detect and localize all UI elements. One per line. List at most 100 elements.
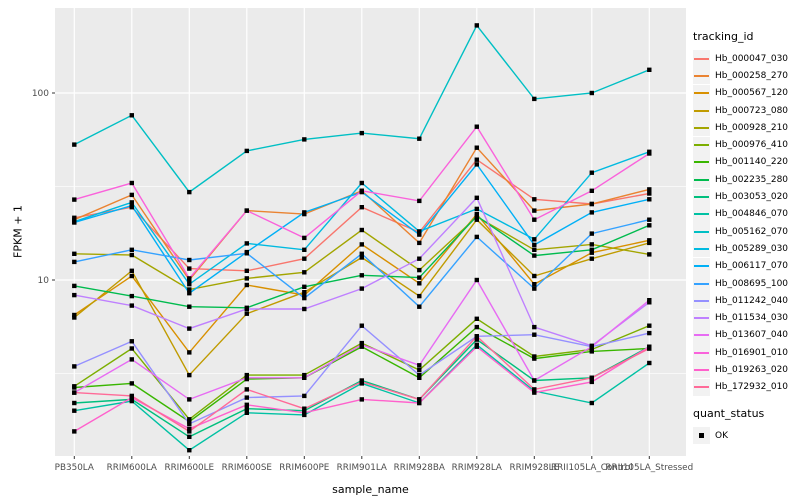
data-point (647, 238, 652, 243)
x-axis-title: sample_name (332, 483, 409, 496)
series-color-swatch (694, 213, 709, 216)
data-point (647, 298, 652, 303)
legend-key-line-icon (693, 50, 710, 68)
data-point (72, 251, 77, 256)
x-tick-label: RRIM928LA (452, 463, 502, 473)
data-point (72, 259, 77, 265)
data-point (72, 142, 77, 147)
data-point (187, 448, 192, 453)
data-point (244, 372, 249, 378)
data-point (244, 395, 249, 400)
x-tick-label: RRIM600LE (164, 463, 214, 473)
quant-status-legend: quant_status OK (693, 406, 799, 445)
data-point (302, 372, 307, 378)
data-point (417, 232, 422, 237)
data-point (647, 197, 652, 202)
data-point (244, 375, 249, 380)
series-color-swatch (694, 386, 709, 389)
data-point (72, 283, 77, 289)
data-point (187, 304, 192, 309)
data-point (532, 387, 537, 392)
data-point (589, 170, 594, 175)
x-tick-label: RRIM600SE (222, 463, 272, 473)
data-point (359, 379, 364, 385)
data-point (589, 379, 594, 385)
legend-item: Hb_011534_030 (693, 309, 799, 327)
data-point (647, 240, 652, 246)
data-point (187, 419, 192, 424)
legend-label: Hb_172932_010 (715, 382, 789, 393)
data-point (532, 208, 537, 213)
series-color-swatch (694, 247, 709, 250)
data-point (244, 402, 249, 407)
data-point (417, 367, 422, 373)
data-point (359, 227, 364, 233)
data-point (359, 286, 364, 291)
data-point (302, 235, 307, 241)
data-point (302, 292, 307, 298)
legend-title-quant-status: quant_status (693, 406, 765, 420)
data-point (187, 282, 192, 287)
data-point (72, 220, 77, 225)
legend-key-line-icon (693, 205, 710, 223)
data-point (129, 398, 134, 404)
x-tick-label: RRIM600PE (279, 463, 329, 473)
legend-key-line-icon (693, 119, 710, 137)
data-point (129, 192, 134, 198)
data-point (129, 293, 134, 299)
legend-key-line-icon (693, 378, 710, 396)
data-point (647, 252, 652, 257)
legend-item: Hb_008695_100 (693, 275, 799, 292)
legend-item: Hb_000567_120 (693, 84, 799, 102)
legend-label: Hb_005289_030 (715, 243, 789, 254)
data-point (187, 326, 192, 331)
legend-label: Hb_005162_070 (715, 226, 789, 237)
data-point (359, 342, 364, 347)
data-point (302, 306, 307, 312)
data-point (129, 393, 134, 399)
data-point (129, 268, 134, 273)
legend-key-line-icon (693, 326, 710, 344)
data-point (589, 375, 594, 380)
series-color-swatch (694, 161, 709, 164)
legend-label: Hb_001140_220 (715, 157, 789, 168)
series-color-swatch (694, 334, 709, 337)
data-point (647, 67, 652, 72)
data-point (129, 203, 134, 208)
data-point (244, 251, 249, 256)
data-point (302, 290, 307, 295)
x-tick-label: PB350LA (55, 463, 94, 473)
legend-key-line-icon (693, 223, 710, 241)
data-point (302, 284, 307, 289)
series-color-swatch (694, 178, 709, 181)
data-point (589, 231, 594, 236)
data-point (187, 287, 192, 292)
legend-item: Hb_006117_070 (693, 257, 799, 275)
legend-label: Hb_006117_070 (715, 261, 789, 272)
data-point (244, 208, 249, 213)
legend-label: Hb_000567_120 (715, 88, 789, 99)
data-point (244, 282, 249, 288)
legend-item: Hb_019263_020 (693, 361, 799, 379)
data-point (129, 346, 134, 351)
data-point (129, 339, 134, 344)
legend-label: Hb_000258_270 (715, 70, 789, 81)
legend-item: Hb_005162_070 (693, 223, 799, 241)
data-point (72, 429, 77, 434)
data-point (302, 137, 307, 142)
legend: tracking_id Hb_000047_030 Hb_000258_270 Hb… (693, 30, 799, 445)
data-point (589, 210, 594, 215)
data-point (532, 332, 537, 337)
data-point (359, 242, 364, 247)
legend-label: Hb_000976_410 (715, 140, 789, 151)
data-point (417, 293, 422, 299)
legend-item: Hb_000258_270 (693, 67, 799, 85)
data-point (302, 393, 307, 399)
data-point (187, 350, 192, 355)
data-point (187, 291, 192, 296)
legend-key-line-icon (693, 171, 710, 189)
data-point (417, 275, 422, 280)
series-color-swatch (694, 126, 709, 129)
legend-label: Hb_002235_280 (715, 174, 789, 185)
data-point (474, 234, 479, 240)
